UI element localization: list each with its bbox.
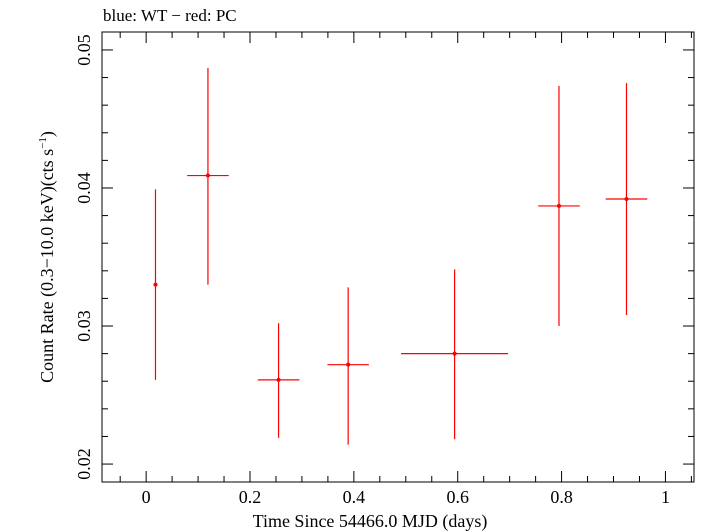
y-axis-label-sup: −1 <box>37 137 49 149</box>
y-axis-label-end: ) <box>37 131 58 137</box>
data-point <box>327 287 369 445</box>
y-tick-label: 0.02 <box>74 448 94 480</box>
data-marks <box>153 67 648 445</box>
x-tick-label: 1 <box>661 487 670 507</box>
data-point <box>605 83 648 315</box>
point-marker <box>205 173 210 178</box>
y-axis-label: Count Rate (0.3−10.0 keV)(cts s−1) <box>37 131 58 383</box>
y-tick-label: 0.03 <box>74 310 94 342</box>
x-tick-label: 0.4 <box>343 487 366 507</box>
point-marker <box>153 282 158 287</box>
data-point <box>187 67 229 285</box>
point-marker <box>346 362 351 367</box>
plot-frame <box>101 31 695 483</box>
x-tick-label: 0.6 <box>446 487 469 507</box>
axes: 0 0.2 0.4 0.6 0.8 1 0.02 0.03 0.04 0.05 <box>74 32 694 507</box>
chart-title: blue: WT − red: PC <box>103 6 237 25</box>
y-tick-label: 0.04 <box>74 172 94 204</box>
x-axis-label: Time Since 54466.0 MJD (days) <box>253 511 488 532</box>
y-tick-label: 0.05 <box>74 34 94 66</box>
point-marker <box>556 203 561 208</box>
point-marker <box>624 197 629 202</box>
data-point <box>401 269 509 440</box>
data-point <box>153 189 158 380</box>
data-point <box>257 323 300 438</box>
x-tick-label: 0.2 <box>239 487 262 507</box>
point-marker <box>452 351 457 356</box>
y-axis-label-main: Count Rate (0.3−10.0 keV)(cts s <box>37 149 58 383</box>
x-tick-label: 0.8 <box>550 487 573 507</box>
point-marker <box>276 377 281 382</box>
data-point <box>538 85 580 327</box>
x-tick-label: 0 <box>142 487 151 507</box>
